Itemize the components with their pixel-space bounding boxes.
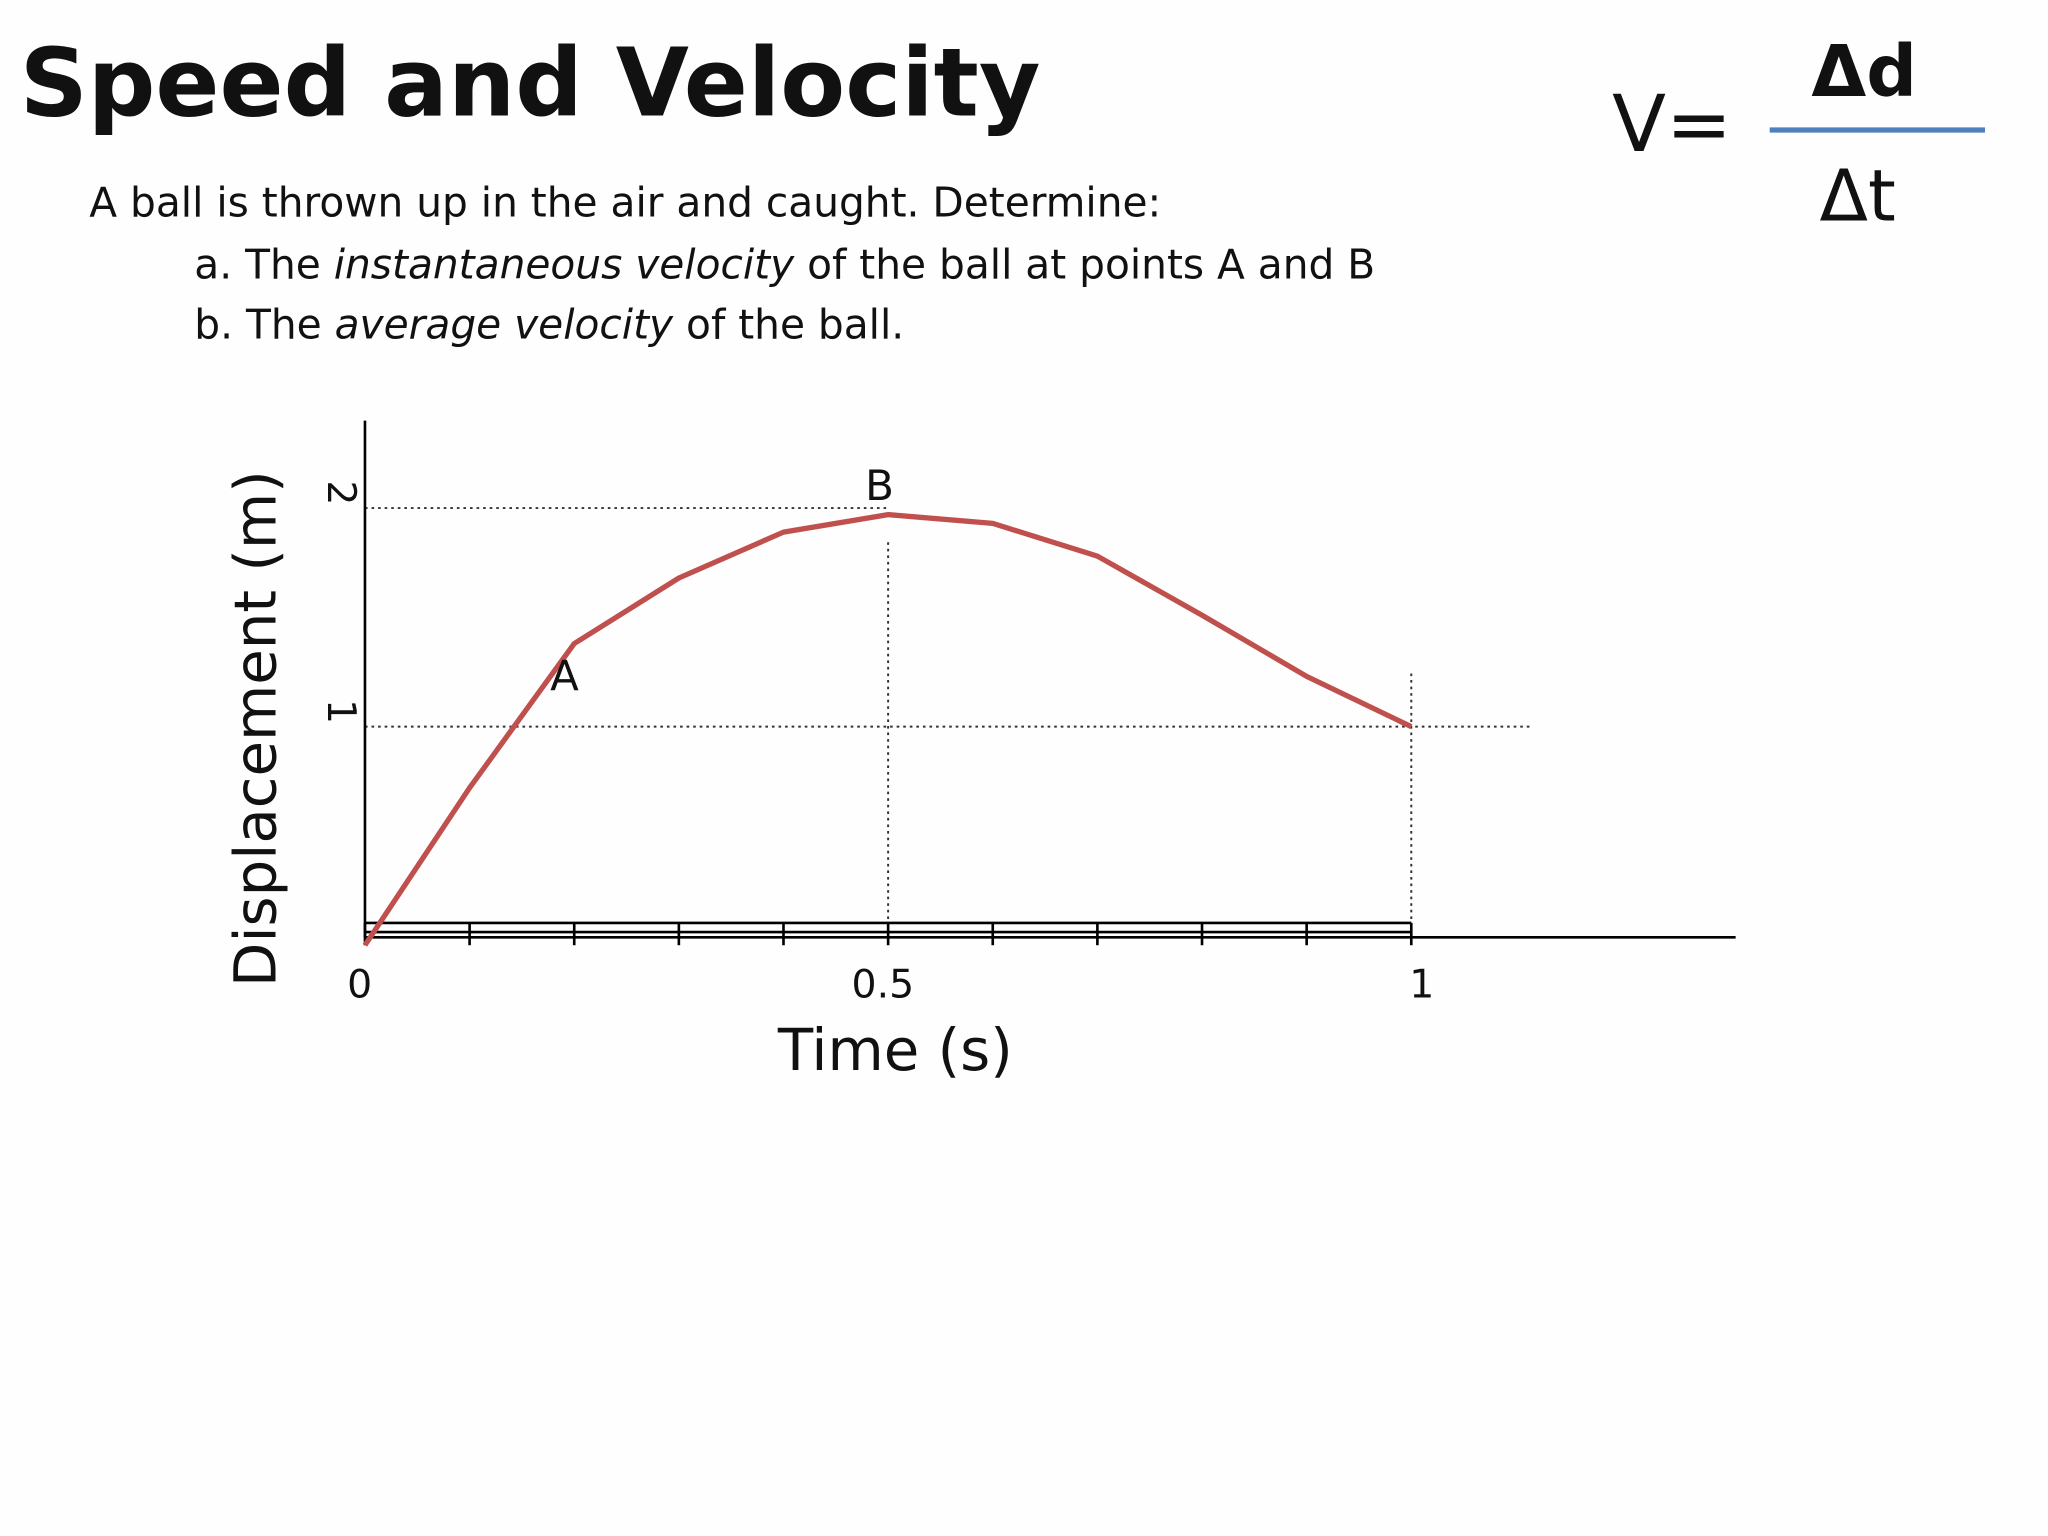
x-tick-label: 0 [347,962,372,1008]
y-axis-label: Displacement (m) [222,470,290,987]
question-intro: A ball is thrown up in the air and caugh… [89,179,1161,227]
formula-denominator: Δt [1820,155,1896,238]
emphasis: average velocity [335,301,674,349]
question-b: b. The average velocity of the ball. [194,301,904,349]
text: of the ball. [673,301,904,349]
x-tick-label: 0.5 [852,962,915,1008]
question-a: a. The instantaneous velocity of the bal… [194,240,1375,288]
formula-lhs: V= [1612,78,1732,170]
title: Speed and Velocity [20,29,1041,139]
text: a. The [194,240,333,288]
text: b. The [194,301,334,349]
text: of the ball at points A and B [794,240,1375,288]
formula-numerator: Δd [1811,30,1917,113]
emphasis: instantaneous velocity [334,240,795,288]
y-tick-label: 2 [318,480,364,505]
annotation: B [865,461,894,510]
x-axis-label: Time (s) [777,1016,1013,1084]
line [362,511,1413,947]
y-tick-label: 1 [318,699,364,724]
annotation: A [550,652,579,701]
x-tick-label: 1 [1409,962,1434,1008]
